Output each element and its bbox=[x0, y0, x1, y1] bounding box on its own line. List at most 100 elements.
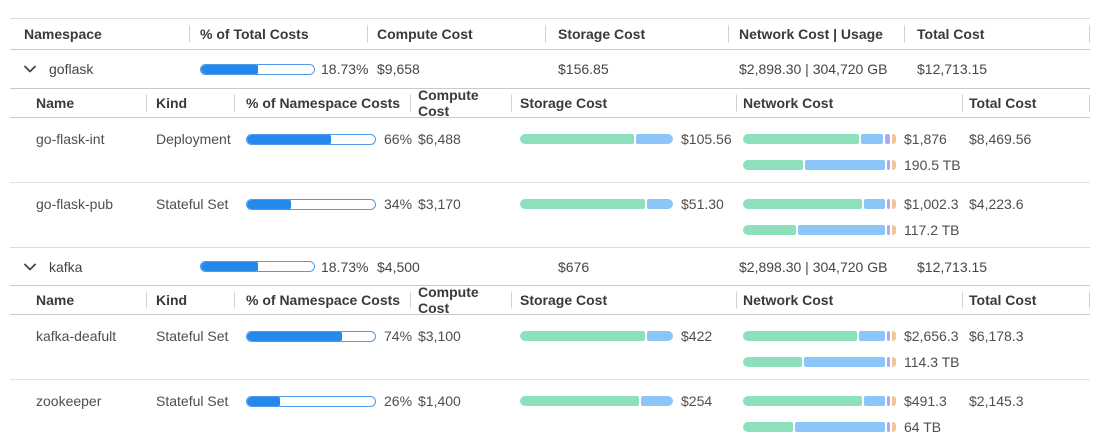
col-compute-cost-label: Compute Cost bbox=[418, 284, 479, 316]
column-divider bbox=[367, 25, 368, 43]
total-cost-value: $12,713.15 bbox=[917, 258, 988, 275]
purple-segment bbox=[886, 199, 890, 209]
col-namespace-costs: % of Namespace Costs bbox=[235, 286, 411, 314]
col-total-costs-label: % of Total Costs bbox=[200, 26, 309, 42]
col-total-cost-label: Total Cost bbox=[969, 95, 1037, 111]
network-usage-value: 117.2 TB bbox=[904, 222, 960, 238]
orange-segment bbox=[891, 199, 896, 209]
workload-kind: Stateful Set bbox=[156, 196, 229, 212]
col-namespace-label: Namespace bbox=[24, 26, 102, 42]
green-segment bbox=[743, 134, 859, 144]
column-divider bbox=[962, 94, 963, 112]
col-storage-cost-label: Storage Cost bbox=[520, 292, 608, 308]
namespace-costs-percent-label: 66% bbox=[384, 131, 413, 147]
col-compute-cost-label: Compute Cost bbox=[418, 87, 479, 119]
compute-cost-value: $1,400 bbox=[418, 393, 461, 409]
column-divider bbox=[146, 291, 147, 309]
namespace-name-cell: kafka bbox=[10, 259, 190, 275]
blue-segment bbox=[805, 160, 885, 170]
blue-segment bbox=[797, 225, 885, 235]
workload-name: zookeeper bbox=[36, 393, 102, 409]
storage-cost-value: $51.30 bbox=[681, 196, 724, 212]
storage-cost-bar bbox=[520, 199, 673, 209]
network-cost-value: $1,002.3 bbox=[904, 196, 959, 212]
network-cost-value: $1,876 bbox=[904, 131, 947, 147]
col-compute-cost-label: Compute Cost bbox=[377, 26, 473, 42]
blue-segment bbox=[640, 396, 673, 406]
col-kind: Kind bbox=[147, 286, 235, 314]
namespace-costs-percent-bar bbox=[246, 133, 376, 145]
network-usage-bar bbox=[743, 160, 896, 170]
namespace-name: kafka bbox=[49, 258, 83, 275]
blue-segment bbox=[794, 422, 885, 432]
column-divider bbox=[410, 291, 411, 309]
green-segment bbox=[743, 199, 862, 209]
network-cost-bar bbox=[743, 199, 896, 209]
col-total-cost-label: Total Cost bbox=[917, 26, 985, 42]
green-segment bbox=[520, 396, 639, 406]
network-cost-bar bbox=[743, 396, 896, 406]
total-costs-percent-cell: 18.73% bbox=[190, 259, 368, 275]
network-cost-bar bbox=[743, 134, 896, 144]
orange-segment bbox=[891, 160, 896, 170]
column-divider bbox=[904, 25, 905, 43]
purple-segment bbox=[886, 422, 890, 432]
workload-row-go-flask-int[interactable]: go-flask-int Deployment 66% $6,488 $105.… bbox=[10, 118, 1090, 182]
network-cost-value: $491.3 bbox=[904, 393, 947, 409]
workload-row-kafka-deafult[interactable]: kafka-deafult Stateful Set 74% $3,100 $4… bbox=[10, 315, 1090, 379]
col-name: Name bbox=[10, 286, 147, 314]
namespace-row-kafka[interactable]: kafka 18.73% $4,500 $676 $2,898.30 | 304… bbox=[10, 247, 1090, 285]
blue-segment bbox=[860, 134, 884, 144]
chevron-down-icon[interactable] bbox=[24, 65, 36, 73]
compute-cost-value: $3,170 bbox=[418, 196, 461, 212]
network-usage-bar bbox=[743, 357, 896, 367]
workload-row-zookeeper[interactable]: zookeeper Stateful Set 26% $1,400 $254 $… bbox=[10, 379, 1090, 444]
col-kind-label: Kind bbox=[156, 292, 188, 308]
total-costs-percent-label: 18.73% bbox=[321, 258, 369, 275]
compute-cost-value: $3,100 bbox=[418, 328, 461, 344]
namespace-row-goflask[interactable]: goflask 18.73% $9,658 $156.85 $2,898.30 … bbox=[10, 50, 1090, 88]
purple-segment bbox=[886, 331, 890, 341]
orange-segment bbox=[891, 331, 896, 341]
storage-cost-value: $676 bbox=[558, 258, 590, 275]
total-cost-value: $12,713.15 bbox=[917, 61, 988, 77]
orange-segment bbox=[891, 225, 896, 235]
col-total-cost: Total Cost bbox=[963, 89, 1090, 117]
compute-cost-value: $4,500 bbox=[377, 258, 420, 275]
purple-segment bbox=[886, 225, 890, 235]
col-storage-cost-label: Storage Cost bbox=[558, 26, 646, 42]
column-divider bbox=[736, 291, 737, 309]
column-divider bbox=[1089, 291, 1090, 309]
col-storage-cost: Storage Cost bbox=[546, 19, 729, 49]
purple-segment bbox=[886, 357, 890, 367]
namespace-name-cell: goflask bbox=[10, 61, 190, 77]
col-kind-label: Kind bbox=[156, 95, 188, 111]
total-cost-value: $6,178.3 bbox=[969, 328, 1024, 344]
purple-segment bbox=[885, 134, 890, 144]
total-costs-percent-bar bbox=[200, 63, 315, 75]
total-costs-percent-cell: 18.73% bbox=[190, 61, 368, 77]
workload-header-row: Name Kind % of Namespace Costs Compute C… bbox=[10, 284, 1090, 316]
storage-cost-bar bbox=[520, 134, 673, 144]
column-divider bbox=[410, 94, 411, 112]
total-cost-value: $4,223.6 bbox=[969, 196, 1024, 212]
storage-cost-value: $254 bbox=[681, 393, 713, 409]
col-namespace: Namespace bbox=[10, 19, 190, 49]
network-cost-bar bbox=[743, 331, 896, 341]
col-name: Name bbox=[10, 89, 147, 117]
orange-segment bbox=[891, 357, 896, 367]
column-divider bbox=[189, 25, 190, 43]
col-namespace-costs-label: % of Namespace Costs bbox=[246, 95, 401, 111]
col-namespace-costs: % of Namespace Costs bbox=[235, 89, 411, 117]
col-compute-cost: Compute Cost bbox=[368, 19, 546, 49]
chevron-down-icon[interactable] bbox=[24, 263, 36, 271]
workload-table-goflask: Name Kind % of Namespace Costs Compute C… bbox=[10, 87, 1090, 247]
workload-kind: Stateful Set bbox=[156, 393, 229, 409]
total-cost-value: $2,145.3 bbox=[969, 393, 1024, 409]
col-name-label: Name bbox=[36, 95, 75, 111]
col-storage-cost: Storage Cost bbox=[512, 89, 737, 117]
purple-segment bbox=[886, 160, 890, 170]
workload-row-go-flask-pub[interactable]: go-flask-pub Stateful Set 34% $3,170 $51… bbox=[10, 182, 1090, 247]
storage-cost-bar bbox=[520, 331, 673, 341]
